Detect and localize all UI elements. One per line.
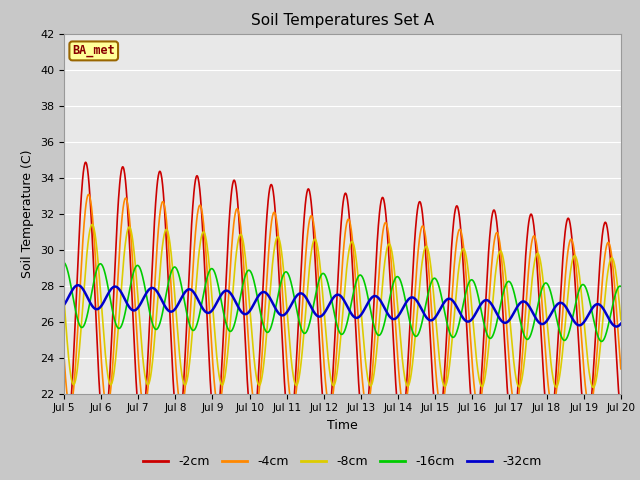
Line: -8cm: -8cm [64,225,621,387]
Title: Soil Temperatures Set A: Soil Temperatures Set A [251,13,434,28]
-32cm [617,321,625,326]
Line: -16cm: -16cm [64,263,621,341]
-4cm [568,237,575,242]
-16cm [183,312,191,317]
-2cm [428,370,436,375]
Y-axis label: Soil Temperature (C): Soil Temperature (C) [22,149,35,278]
-8cm [88,222,96,228]
-4cm [520,334,527,339]
-4cm [279,297,287,303]
-2cm [292,359,300,364]
-8cm [617,317,625,323]
X-axis label: Time: Time [327,419,358,432]
Text: BA_met: BA_met [72,44,115,58]
-8cm [279,260,287,266]
-4cm [85,192,93,197]
-32cm [279,312,287,318]
-8cm [428,276,436,281]
-16cm [568,321,575,326]
-2cm [520,284,527,289]
-32cm [184,287,191,293]
-4cm [184,358,191,363]
-8cm [60,297,68,302]
-16cm [278,274,286,280]
-8cm [184,376,191,382]
-4cm [617,366,625,372]
-8cm [520,364,527,370]
Line: -32cm: -32cm [64,285,621,326]
-16cm [428,278,436,284]
-16cm [617,284,625,289]
-2cm [60,408,68,414]
-8cm [568,261,575,267]
-32cm [292,293,300,299]
-16cm [60,260,68,265]
-32cm [60,302,68,308]
-16cm [292,303,300,309]
-16cm [520,330,527,336]
-4cm [428,316,436,322]
-32cm [428,317,436,323]
-32cm [612,324,620,329]
Line: -2cm: -2cm [64,162,621,430]
-32cm [520,299,527,304]
-8cm [589,384,597,390]
-4cm [586,405,594,411]
Line: -4cm: -4cm [64,194,621,408]
-4cm [292,387,300,393]
-32cm [568,314,575,320]
-2cm [617,413,625,419]
-2cm [82,159,90,165]
-4cm [60,353,68,359]
-32cm [74,282,82,288]
Legend: -2cm, -4cm, -8cm, -16cm, -32cm: -2cm, -4cm, -8cm, -16cm, -32cm [138,450,547,473]
-2cm [583,427,591,432]
-2cm [568,233,575,239]
-2cm [279,351,287,357]
-2cm [184,307,191,313]
-16cm [598,338,605,344]
-8cm [292,383,300,388]
